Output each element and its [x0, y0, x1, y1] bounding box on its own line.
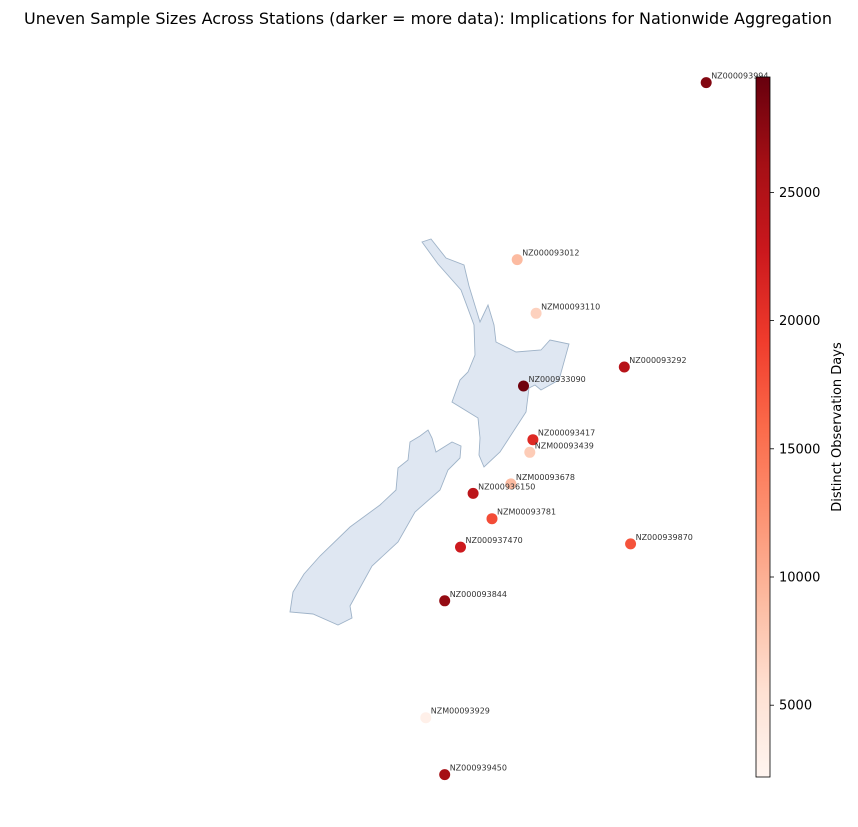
- station-label-NZ000939450: NZ000939450: [450, 764, 507, 773]
- station-point-NZ000093994: [700, 77, 712, 89]
- colorbar-ticks: 5000 10000 15000 20000 25000: [770, 186, 820, 714]
- station-label-NZ000936150: NZ000936150: [478, 482, 535, 491]
- station-label-NZ000937470: NZ000937470: [466, 536, 523, 545]
- colorbar-tick-label-5000: 5000: [779, 699, 812, 714]
- station-point-NZ000937470: [455, 541, 466, 553]
- colorbar-gradient: [755, 76, 771, 778]
- north-island: [421, 238, 570, 468]
- station-label-NZ000093844: NZ000093844: [450, 590, 507, 599]
- station-label-NZ000939870: NZ000939870: [636, 533, 693, 542]
- station-label-NZM00093678: NZM00093678: [516, 473, 575, 482]
- station-label-NZM00093929: NZM00093929: [431, 707, 490, 716]
- station-points: [420, 77, 712, 781]
- station-point-NZM00093781: [486, 513, 498, 525]
- station-point-NZ000093844: [439, 595, 451, 607]
- station-point-NZM00093678: [505, 478, 517, 490]
- station-label-NZM00093110: NZM00093110: [541, 302, 600, 311]
- south-island: [289, 429, 462, 626]
- station-point-NZM00093110: [530, 307, 542, 319]
- station-label-NZ000093292: NZ000093292: [629, 356, 686, 365]
- station-point-NZ000093292: [618, 361, 630, 373]
- station-point-NZ000933090: [518, 380, 529, 392]
- station-point-NZ000093012: [511, 254, 523, 266]
- station-label-NZ000093417: NZ000093417: [538, 429, 595, 438]
- station-label-NZM00093439: NZM00093439: [535, 441, 594, 450]
- colorbar-tick-label-10000: 10000: [779, 571, 820, 586]
- map-land: [289, 238, 570, 626]
- station-labels: NZ000093994 NZ000093012 NZM00093110 NZ00009…: [431, 72, 769, 773]
- colorbar-tick-label-20000: 20000: [779, 314, 820, 329]
- station-label-NZ000093012: NZ000093012: [522, 249, 579, 258]
- colorbar: 5000 10000 15000 20000 25000 Distinct Observ…: [755, 76, 845, 778]
- colorbar-label: Distinct Observation Days: [830, 342, 845, 512]
- station-point-NZ000939870: [625, 538, 637, 550]
- station-point-NZ000936150: [467, 487, 479, 499]
- station-point-NZ000939450: [439, 769, 451, 781]
- chart-title: Uneven Sample Sizes Across Stations (dar…: [24, 9, 832, 28]
- station-point-NZM00093929: [420, 712, 432, 724]
- colorbar-tick-label-15000: 15000: [779, 442, 820, 457]
- station-point-NZM00093439: [524, 446, 536, 458]
- station-label-NZ000093994: NZ000093994: [711, 72, 768, 81]
- station-label-NZ000933090: NZ000933090: [529, 375, 586, 384]
- station-point-NZ000093417: [527, 434, 539, 446]
- colorbar-tick-label-25000: 25000: [779, 186, 820, 201]
- station-label-NZM00093781: NZM00093781: [497, 508, 556, 517]
